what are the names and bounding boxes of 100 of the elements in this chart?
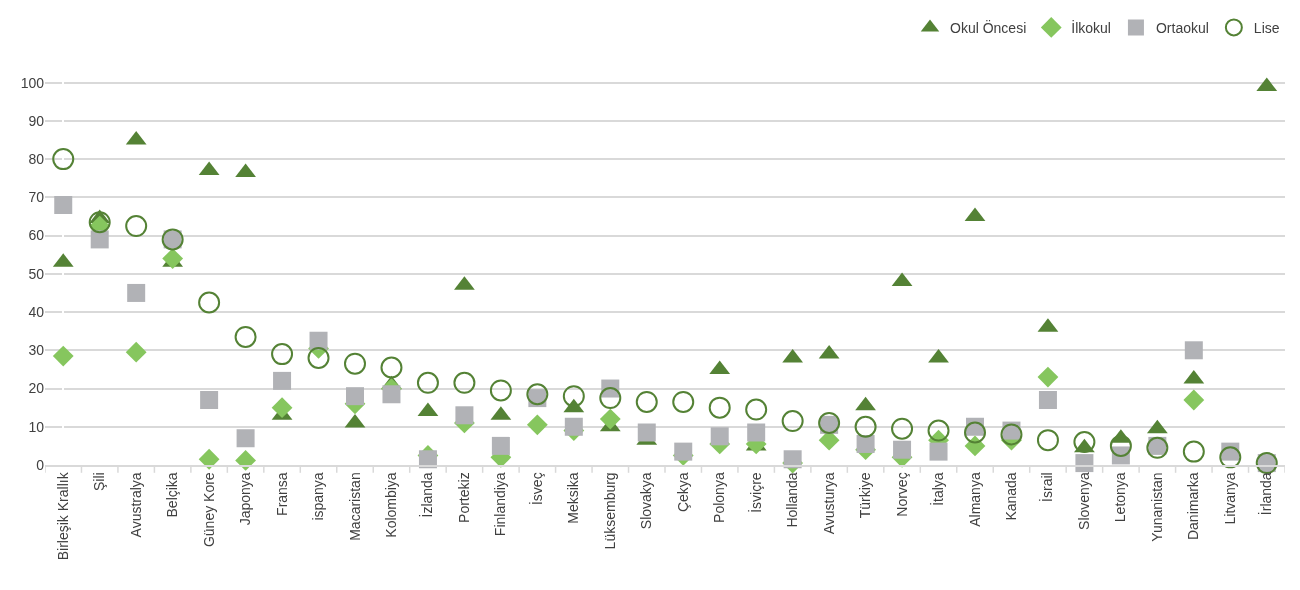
x-tick-label: İsveç	[527, 472, 545, 506]
y-tick-label: 100	[20, 74, 45, 91]
point	[783, 450, 802, 469]
y-tick-label: 0	[36, 456, 45, 473]
x-tick-label: Danimarka	[1185, 472, 1202, 541]
point	[453, 371, 476, 394]
x-tick-label: Portekiz	[455, 472, 472, 523]
x-tick-label: Fransa	[273, 472, 290, 516]
x-tick-label: Meksika	[565, 472, 582, 524]
legend-label: Okul Öncesi	[950, 18, 1027, 36]
point	[599, 387, 622, 410]
point	[307, 346, 330, 369]
point	[562, 385, 585, 408]
point	[1038, 391, 1057, 409]
x-tick-label: Lüksemburg	[601, 472, 618, 550]
legend-label: Lise	[1253, 19, 1280, 36]
x-tick-label: Hollanda	[784, 472, 801, 528]
x-tick-label: Güney Kore	[200, 472, 217, 548]
point	[198, 291, 221, 314]
point	[52, 345, 74, 367]
x-tick-label: Şili	[91, 472, 108, 492]
point	[127, 283, 146, 302]
x-tick-label: Norveç	[893, 472, 910, 517]
point	[526, 383, 549, 406]
y-tick-label: 10	[28, 418, 45, 435]
point	[893, 440, 912, 459]
x-tick-label: İsviçre	[746, 472, 764, 513]
x-tick-label: İzlanda	[418, 472, 436, 518]
point	[564, 417, 583, 436]
point	[854, 415, 877, 438]
point	[1184, 341, 1203, 360]
point	[1183, 389, 1205, 411]
x-tick-label: Letonya	[1112, 472, 1129, 523]
y-tick-label: 40	[28, 303, 45, 320]
point	[491, 436, 510, 455]
point	[710, 427, 729, 446]
point	[526, 414, 548, 436]
x-tick-label: İsrail	[1038, 472, 1056, 502]
point	[1182, 440, 1205, 463]
x-tick-label: Slovakya	[638, 472, 655, 530]
point	[781, 410, 804, 433]
point	[54, 196, 73, 214]
point	[708, 396, 731, 419]
x-tick-label: Birleşik Krallık	[54, 471, 71, 561]
point	[891, 417, 914, 440]
point	[346, 387, 364, 406]
point	[271, 343, 294, 366]
point	[198, 448, 220, 470]
point	[745, 398, 768, 421]
y-tick-label: 60	[28, 227, 45, 244]
point	[271, 397, 293, 419]
point	[125, 341, 147, 363]
y-tick-label: 80	[28, 151, 45, 168]
point	[309, 331, 328, 350]
point	[235, 450, 256, 471]
x-tick-label: Türkiye	[857, 472, 874, 519]
y-tick-label: 50	[28, 265, 45, 282]
point	[344, 352, 366, 375]
legend-label: Ortaokul	[1155, 19, 1209, 36]
y-tick-label: 70	[28, 189, 45, 206]
point	[236, 429, 255, 448]
point	[382, 385, 401, 404]
point	[52, 148, 75, 171]
point	[489, 379, 512, 402]
point	[1036, 429, 1059, 452]
point	[929, 442, 948, 461]
x-tick-label: İtalya	[929, 472, 947, 506]
point	[599, 408, 621, 430]
x-tick-label: Kolombiya	[383, 472, 400, 538]
x-tick-label: Macaristan	[346, 472, 363, 541]
point	[418, 450, 437, 469]
point	[1075, 454, 1094, 473]
x-tick-label: Yunanistan	[1148, 472, 1165, 542]
y-tick-label: 30	[28, 342, 45, 359]
point	[234, 325, 257, 348]
point	[964, 421, 986, 444]
x-tick-label: Avusturya	[820, 472, 837, 535]
point	[635, 390, 658, 413]
point	[856, 434, 875, 453]
point	[162, 248, 184, 269]
x-tick-label: Avustralya	[127, 472, 144, 538]
point	[1073, 431, 1096, 454]
point	[927, 419, 950, 442]
x-tick-label: Almanya	[966, 472, 983, 527]
point	[125, 215, 148, 238]
x-tick-label: İrlanda	[1257, 472, 1275, 516]
x-tick-label: Çekya	[674, 472, 691, 513]
point	[1037, 366, 1059, 388]
x-tick-label: Japonya	[237, 472, 254, 526]
point	[1000, 423, 1023, 446]
x-tick-label: Kanada	[1003, 472, 1020, 521]
y-tick-label: 20	[28, 380, 45, 397]
point	[672, 390, 695, 413]
point	[90, 230, 109, 249]
point	[380, 356, 403, 379]
x-tick-label: Slovenya	[1075, 472, 1092, 530]
point	[273, 371, 292, 390]
x-tick-label: ispanya	[310, 472, 327, 521]
x-tick-label: Belçika	[164, 472, 181, 518]
x-tick-label: Polonya	[711, 472, 728, 523]
